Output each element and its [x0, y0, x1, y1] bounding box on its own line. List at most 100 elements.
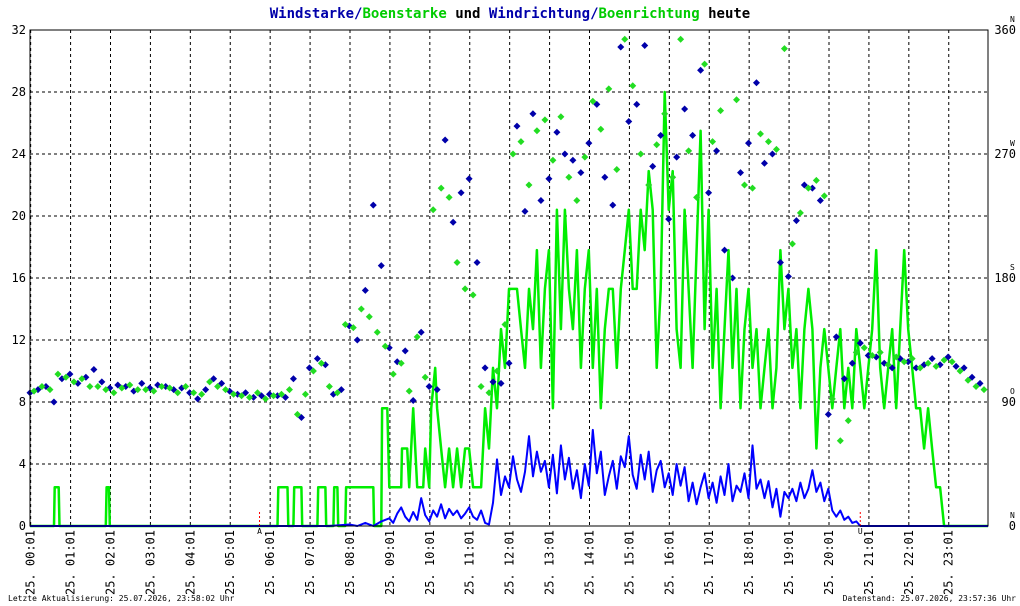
boenrichtung-point	[748, 184, 756, 192]
boenrichtung-point	[269, 392, 277, 400]
boenrichtung-point	[357, 305, 365, 313]
boenrichtung-point	[525, 181, 533, 189]
windrichtung-point	[856, 339, 864, 347]
boenrichtung-point	[46, 386, 54, 394]
boenrichtung-point	[102, 386, 110, 394]
boenrichtung-point	[557, 113, 565, 121]
boenrichtung-point	[389, 370, 397, 378]
boenrichtung-point	[142, 386, 150, 394]
boenrichtung-point	[940, 356, 948, 364]
x-tick-label: 25. 14:01	[582, 530, 596, 595]
windrichtung-point	[832, 333, 840, 341]
boenrichtung-point	[365, 313, 373, 321]
boenrichtung-point	[597, 125, 605, 133]
windrichtung-point	[737, 169, 745, 177]
boenrichtung-point	[405, 387, 413, 395]
boenrichtung-point	[780, 45, 788, 53]
x-tick-label: 25. 23:01	[942, 530, 956, 595]
x-tick-label: 25. 06:01	[263, 530, 277, 595]
boenrichtung-point	[868, 352, 876, 359]
windrichtung-point	[912, 364, 920, 372]
windrichtung-point	[425, 383, 433, 390]
title-und: und	[447, 6, 489, 22]
windrichtung-point	[194, 395, 202, 403]
boenrichtung-point	[605, 85, 613, 93]
boenrichtung-point	[501, 321, 509, 328]
boenrichtung-point	[70, 378, 78, 386]
windrichtung-point	[888, 364, 896, 372]
boenrichtung-point	[764, 138, 772, 146]
windrichtung-point	[561, 150, 569, 158]
windrichtung-point	[114, 381, 122, 389]
windrichtung-point	[681, 105, 689, 113]
boenrichtung-point	[373, 328, 381, 336]
windrichtung-point	[369, 201, 377, 209]
windrichtung-point	[90, 365, 98, 373]
boenrichtung-point	[685, 147, 693, 155]
windrichtung-point	[968, 373, 976, 381]
title-boenstarke: Boenstarke	[362, 6, 446, 22]
y2-tick-label: 360	[994, 23, 1016, 37]
x-tick-label: 25. 22:01	[902, 530, 916, 595]
boenrichtung-point	[110, 389, 118, 397]
boenrichtung-point	[844, 417, 852, 425]
boenrichtung-point	[717, 107, 725, 115]
windrichtung-point	[353, 336, 361, 344]
windrichtung-point	[218, 379, 226, 387]
boenrichtung-point	[565, 173, 573, 181]
windrichtung-point	[98, 378, 106, 386]
y-tick-label: 0	[19, 519, 26, 533]
boenrichtung-point	[238, 392, 246, 400]
windrichtung-point	[808, 184, 816, 192]
marker-label: A	[257, 527, 262, 536]
boenrichtung-point	[254, 389, 262, 397]
boenrichtung-point	[230, 390, 238, 398]
boenrichtung-point	[30, 387, 38, 395]
boenrichtung-point	[653, 141, 661, 149]
boenrichtung-point	[916, 364, 924, 372]
windrichtung-point	[657, 131, 665, 139]
x-tick-label: 25. 18:01	[742, 530, 756, 595]
series-layer	[26, 35, 988, 528]
x-tick-label: 25. 20:01	[822, 530, 836, 595]
windstarke-line	[30, 428, 988, 527]
boenrichtung-point	[701, 60, 709, 68]
boenrichtung-point	[166, 384, 174, 392]
windrichtung-point	[840, 375, 848, 383]
boenrichtung-point	[677, 35, 685, 43]
windrichtung-point	[242, 389, 250, 397]
boenrichtung-point	[908, 355, 916, 363]
windrichtung-point	[258, 392, 266, 400]
boenrichtung-point	[397, 359, 405, 367]
boenrichtung-point	[932, 362, 940, 370]
windrichtung-point	[210, 375, 218, 383]
windrichtung-point	[633, 100, 641, 108]
boenrichtung-point	[317, 359, 325, 367]
boenrichtung-point	[349, 324, 357, 332]
windrichtung-point	[729, 274, 737, 282]
windrichtung-point	[66, 370, 74, 378]
boenrichtung-point	[629, 82, 637, 90]
y-tick-label: 20	[12, 209, 26, 223]
boenrichtung-point	[533, 127, 541, 135]
windrichtung-point	[697, 66, 705, 74]
windrichtung-point	[800, 181, 808, 189]
boenrichtung-point	[333, 389, 341, 397]
boenrichtung-point	[772, 145, 780, 153]
boenrichtung-point	[206, 378, 214, 386]
boenrichtung-point	[852, 348, 860, 356]
windrichtung-point	[816, 197, 824, 204]
boenrichtung-point	[190, 389, 198, 397]
boenrichtung-point	[78, 375, 86, 383]
windrichtung-point	[593, 100, 601, 108]
windrichtung-point	[713, 147, 721, 155]
boenrichtung-point	[693, 193, 701, 201]
boenrichtung-point	[293, 410, 301, 418]
windrichtung-point	[50, 398, 58, 406]
windrichtung-point	[489, 378, 497, 386]
boenrichtung-point	[118, 384, 126, 392]
x-tick-label: 25. 10:01	[423, 530, 437, 595]
x-tick-label: 25. 01:01	[64, 530, 78, 595]
windrichtung-point	[465, 175, 473, 183]
